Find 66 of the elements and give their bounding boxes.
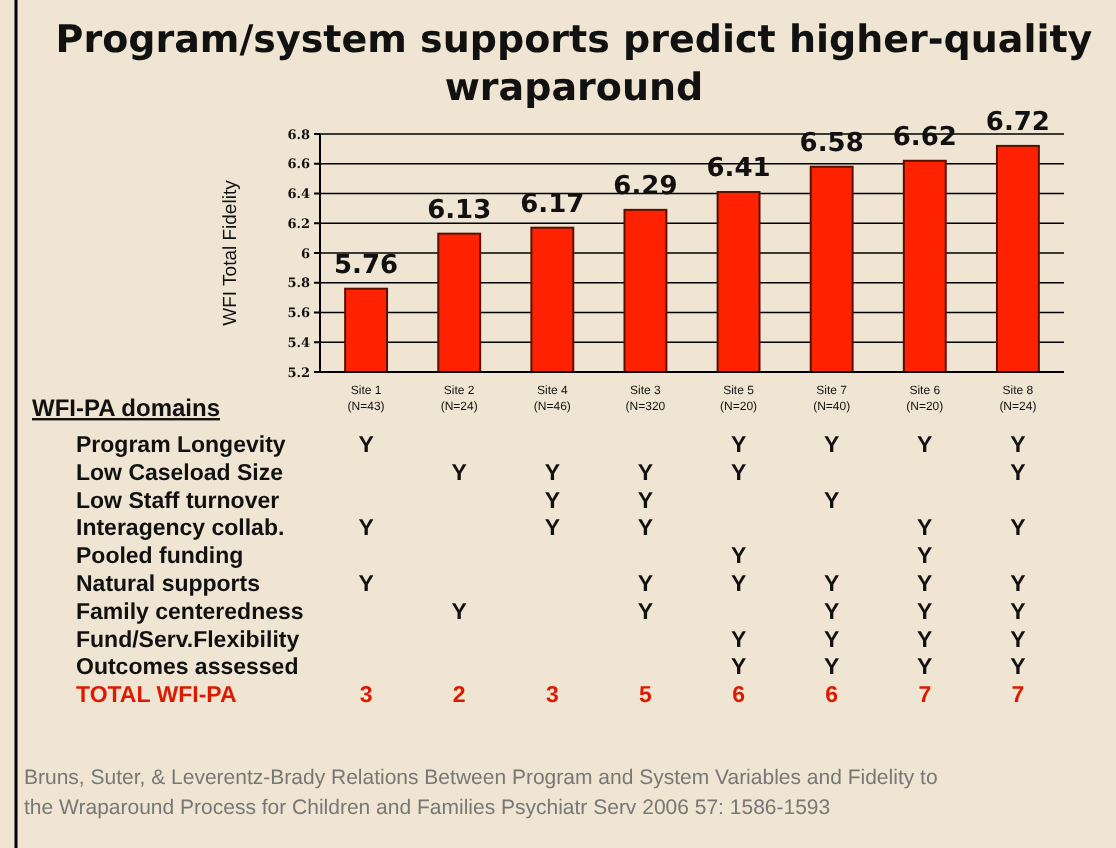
y-tick-label: Fund/Serv.Flexibility — [76, 628, 301, 653]
text: Y — [544, 517, 560, 542]
text: 6 — [732, 684, 745, 709]
y-tick-label: Outcomes assessed — [76, 656, 299, 681]
text: Y — [1010, 434, 1026, 459]
chart-title: Program/system supports predict higher-quality wraparound — [55, 18, 1094, 110]
text: Y — [824, 573, 840, 598]
text: Y — [730, 573, 747, 598]
text: 3 — [545, 684, 559, 709]
y-tick-label: TOTAL WFI-PA — [76, 684, 237, 709]
text: Y — [451, 461, 467, 486]
text: Y — [1010, 656, 1026, 681]
text: 2 — [452, 684, 466, 709]
text: Y — [358, 517, 374, 542]
y-tick-label: Low Staff turnover — [76, 489, 281, 514]
text: 5 — [639, 684, 652, 709]
text: Y — [917, 628, 933, 653]
text: Y — [824, 628, 840, 653]
y-tick-label: Natural supports — [76, 573, 261, 598]
data-label: 6.17 — [520, 189, 585, 220]
text: Y — [824, 600, 840, 625]
y-tick-label: Family centeredness — [76, 600, 304, 625]
text: Y — [917, 545, 933, 570]
text: Y — [917, 600, 933, 625]
text: Y — [1010, 461, 1026, 486]
y-axis-title: WFI Total Fidelity — [220, 179, 242, 326]
y-tick-label: Low Caseload Size — [76, 461, 284, 486]
data-label: 6.72 — [985, 107, 1050, 138]
text: Y — [824, 656, 840, 681]
y-tick-label: Pooled funding — [76, 545, 244, 570]
text: Y — [637, 600, 654, 625]
text: Y — [917, 517, 933, 542]
text: Y — [544, 489, 560, 514]
text: Y — [637, 461, 654, 486]
text: Y — [824, 489, 840, 514]
text: Y — [917, 573, 933, 598]
y-tick-label: Interagency collab. — [76, 517, 285, 542]
text: Y — [730, 545, 747, 570]
text: 3 — [359, 684, 373, 709]
text: Y — [730, 628, 747, 653]
text: Y — [1010, 573, 1026, 598]
text: Y — [637, 489, 654, 514]
text: Y — [1010, 517, 1026, 542]
y-tick-label: Program Longevity — [76, 434, 287, 459]
text: Y — [358, 573, 374, 598]
text: Bruns, Suter, & Leverentz-Brady Relations Between Program and System Variables and Fidelity to the Wraparound Process for Children and Families Psychiatr Serv 2006 57: 1586-1593 — [24, 766, 938, 820]
text: Y — [451, 600, 467, 625]
text: 7 — [918, 684, 932, 709]
text: Y — [730, 656, 747, 681]
text: Y — [917, 656, 933, 681]
text: Y — [1010, 628, 1026, 653]
text: Y — [637, 517, 654, 542]
data-label: 5.76 — [334, 250, 399, 281]
data-label: 6.58 — [799, 128, 864, 159]
text: WFI-PA domains — [32, 394, 221, 422]
text: Y — [730, 461, 747, 486]
text: 7 — [1011, 684, 1025, 709]
text: Y — [358, 434, 374, 459]
text: Y — [824, 434, 840, 459]
text: Y — [544, 461, 560, 486]
data-label: 6.13 — [427, 195, 492, 226]
text: Y — [730, 434, 747, 459]
text: Y — [917, 434, 933, 459]
text: 6 — [825, 684, 839, 709]
text: Y — [1010, 600, 1026, 625]
text: Y — [637, 573, 654, 598]
